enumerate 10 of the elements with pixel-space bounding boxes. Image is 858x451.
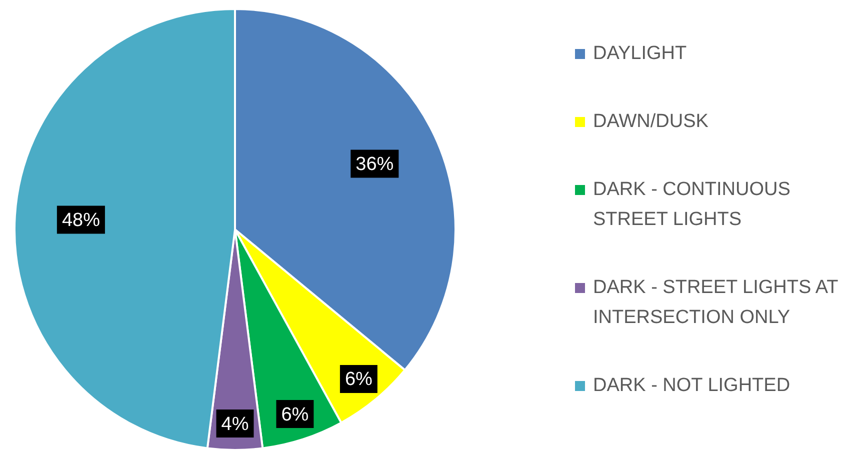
legend-label: DAYLIGHT [593,42,687,66]
legend-label: DAWN/DUSK [593,110,708,134]
data-label: 6% [344,369,373,390]
data-label: 48% [62,210,100,232]
data-label: 6% [281,404,309,426]
data-label: 4% [221,414,249,435]
legend-label: DARK - STREET LIGHTS AT INTERSECTION ONLY [593,276,839,330]
data-label: 36% [356,154,394,176]
legend-label: DARK - CONTINUOUS STREET LIGHTS [593,178,792,232]
legend-label: DARK - NOT LIGHTED [593,374,790,398]
